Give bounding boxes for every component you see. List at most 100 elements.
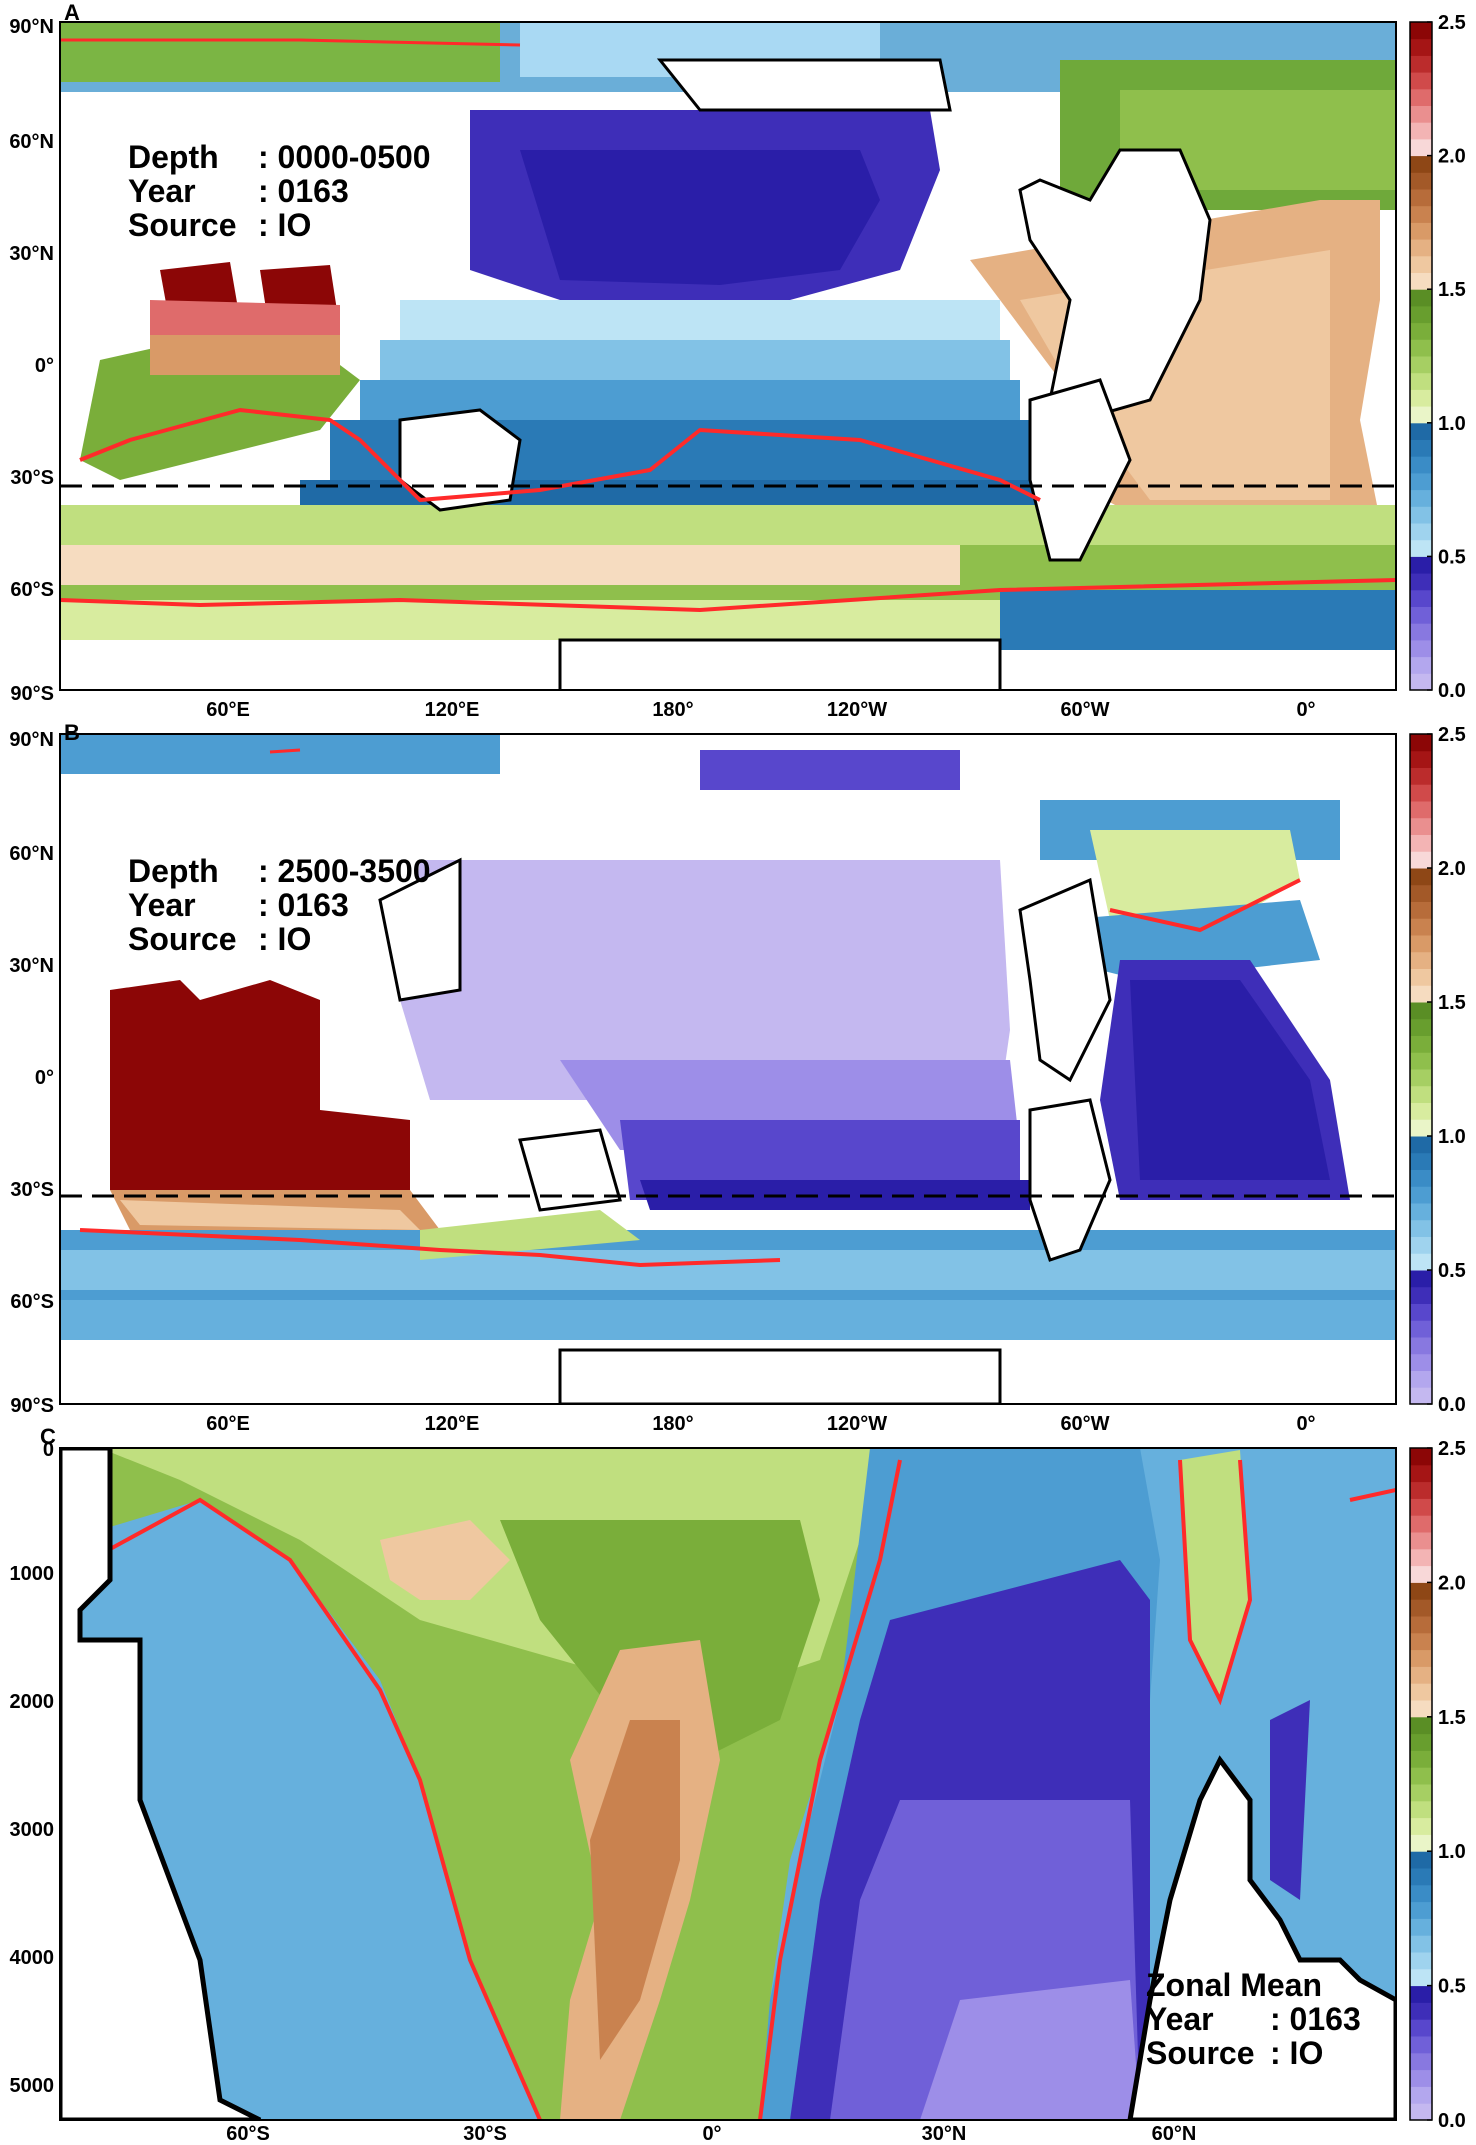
colorbar-swatch <box>1410 1353 1432 1371</box>
panel-c-source-value: : IO <box>1270 2035 1323 2071</box>
colorbar-tick-label: 1.5 <box>1438 279 1466 301</box>
colorbar-swatch <box>1410 1968 1432 1987</box>
colorbar-swatch <box>1410 1632 1432 1651</box>
panel-a-lat-tick: 90°S <box>10 683 54 705</box>
colorbar-swatch <box>1410 255 1432 273</box>
panel-a-letter: A <box>64 0 80 25</box>
panel-c-depth-tick: 5000 <box>10 2075 55 2097</box>
colorbar-frame <box>1409 1447 1433 2121</box>
colorbar-tick-label: 0.5 <box>1438 1976 1466 1998</box>
colorbar-swatch <box>1410 1102 1432 1120</box>
colorbar-swatch <box>1410 1868 1432 1886</box>
colorbar-swatch <box>1410 606 1432 624</box>
colorbar-swatch <box>1410 2103 1432 2121</box>
colorbar-swatch <box>1410 1002 1432 1020</box>
colorbar-swatch <box>1410 750 1432 768</box>
colorbar-swatch <box>1410 406 1432 424</box>
panel-b-lat-tick: 60°S <box>10 1291 54 1313</box>
colorbar-swatch <box>1410 1119 1432 1137</box>
colorbar-swatch <box>1410 456 1432 474</box>
colorbar-tick-label: 2.5 <box>1438 1438 1466 1460</box>
colorbar-swatch <box>1410 1018 1432 1036</box>
colorbar-swatch <box>1410 1750 1432 1768</box>
colorbar-swatch <box>1410 2086 1432 2104</box>
panel-b: B Depth : 2500-3500 Year : 0163 Source :… <box>9 720 1397 1435</box>
panel-a-depth-key: Depth <box>128 139 219 175</box>
colorbar-swatch <box>1410 122 1432 140</box>
panel-a-lat-tick: 30°N <box>9 243 54 265</box>
colorbar-swatch <box>1410 968 1432 986</box>
colorbar-b: 2.5 2.0 1.5 1.0 0.5 0.0 <box>1409 724 1466 1416</box>
colorbar-swatch <box>1410 339 1432 357</box>
panel-a-source-value: : IO <box>258 207 311 243</box>
colorbar-swatch <box>1410 489 1432 507</box>
colorbar-tick-label: 2.0 <box>1438 1572 1466 1594</box>
colorbar-swatch <box>1410 22 1432 40</box>
colorbar-swatch <box>1410 2019 1432 2037</box>
colorbar-swatch <box>1410 801 1432 819</box>
panel-a-depth-value: : 0000-0500 <box>258 139 431 175</box>
panel-b-source-key: Source <box>128 921 236 957</box>
panel-c-depth-tick: 1000 <box>10 1563 55 1585</box>
colorbar-swatch <box>1410 656 1432 674</box>
colorbar-swatch <box>1410 623 1432 641</box>
colorbar-swatch <box>1410 439 1432 457</box>
colorbar-swatch <box>1410 1498 1432 1516</box>
colorbar-swatch <box>1410 1666 1432 1684</box>
panel-a-lon-tick: 180° <box>652 699 693 721</box>
colorbar-swatch <box>1410 1320 1432 1338</box>
colorbar-swatch <box>1410 1649 1432 1667</box>
panel-b-lat-tick: 90°N <box>9 729 54 751</box>
colorbar-swatch <box>1410 1270 1432 1288</box>
colorbar-swatch <box>1410 1236 1432 1254</box>
panel-a-map <box>60 22 1396 690</box>
colorbar-swatch <box>1410 901 1432 919</box>
colorbar-swatch <box>1410 1303 1432 1321</box>
colorbar-swatch <box>1410 322 1432 340</box>
colorbar-swatch <box>1410 55 1432 73</box>
panel-b-lat-tick: 0° <box>35 1067 54 1089</box>
panel-a-lon-tick: 60°E <box>206 699 250 721</box>
colorbar-swatch <box>1410 1834 1432 1852</box>
colorbar-swatch <box>1410 1085 1432 1103</box>
colorbar-swatch <box>1410 1481 1432 1499</box>
colorbar-swatch <box>1410 422 1432 440</box>
colorbar-frame <box>1409 21 1433 691</box>
colorbar-swatch <box>1410 834 1432 852</box>
colorbar-swatch <box>1410 1387 1432 1405</box>
panel-c-lat-tick: 30°N <box>922 2123 967 2145</box>
colorbar-tick-label: 2.0 <box>1438 858 1466 880</box>
panel-a-year-value: : 0163 <box>258 173 349 209</box>
colorbar-swatch <box>1410 639 1432 658</box>
panel-c-lat-tick: 60°N <box>1152 2123 1197 2145</box>
colorbar-swatch <box>1410 784 1432 802</box>
panel-b-lat-tick: 30°N <box>9 955 54 977</box>
colorbar-tick-label: 1.5 <box>1438 992 1466 1014</box>
panel-b-lat-axis: 90°N 60°N 30°N 0° 30°S 60°S 90°S <box>9 729 54 1417</box>
colorbar-swatch <box>1410 222 1432 240</box>
colorbar-swatch <box>1410 1901 1432 1919</box>
colorbar-swatch <box>1410 1716 1432 1735</box>
colorbar-swatch <box>1410 1253 1432 1271</box>
colorbar-swatch <box>1410 851 1432 869</box>
colorbar-swatch <box>1410 935 1432 953</box>
colorbar-swatch <box>1410 1683 1432 1701</box>
colorbar-swatch <box>1410 868 1432 886</box>
panel-b-lon-tick: 60°E <box>206 1413 250 1435</box>
panel-a-lat-tick: 90°N <box>9 16 54 38</box>
colorbar-swatch <box>1410 472 1432 491</box>
colorbar-swatch <box>1410 1884 1432 1903</box>
colorbar-swatch <box>1410 1935 1432 1953</box>
panel-c-year-value: : 0163 <box>1270 2001 1361 2037</box>
panel-c-lat-tick: 0° <box>702 2123 721 2145</box>
panel-c-letter: C <box>40 1424 56 1449</box>
colorbar-tick-label: 1.0 <box>1438 1126 1466 1148</box>
colorbar-tick-label: 0.5 <box>1438 1260 1466 1282</box>
panel-b-letter: B <box>64 720 80 745</box>
colorbar-swatch <box>1410 539 1432 557</box>
panel-a-year-key: Year <box>128 173 196 209</box>
panel-a-lat-tick: 60°S <box>10 579 54 601</box>
colorbar-swatch <box>1410 105 1432 123</box>
panel-c-section <box>60 1448 1396 2120</box>
colorbar-swatch <box>1410 1582 1432 1600</box>
